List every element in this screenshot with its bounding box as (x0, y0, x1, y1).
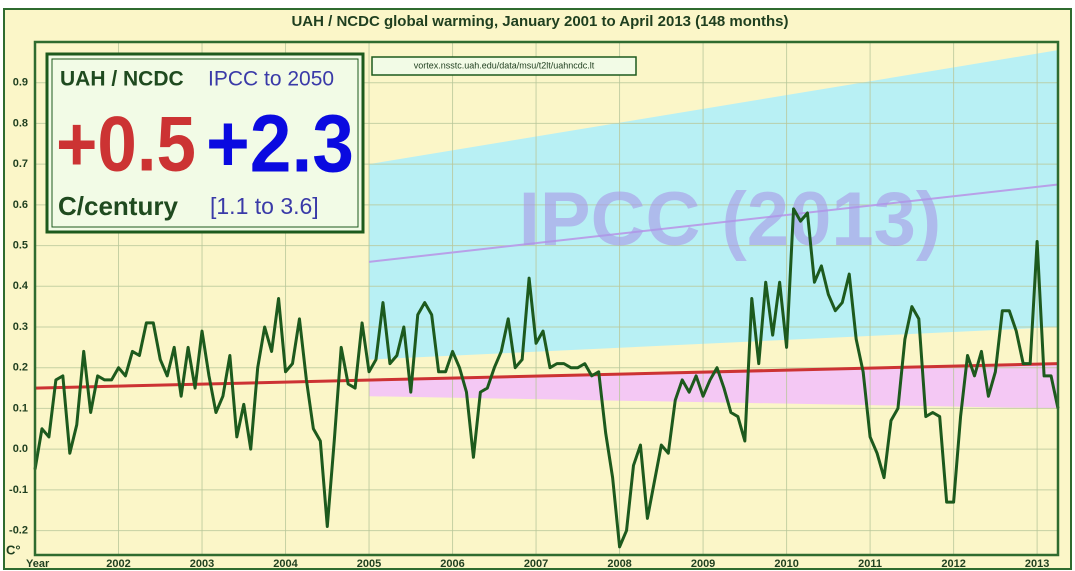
source-name: UAH / NCDC (60, 68, 184, 91)
source-rate: +0.5 (56, 100, 196, 188)
y-tick-label: 0.2 (13, 362, 28, 374)
ipcc-range: [1.1 to 3.6] (210, 193, 319, 219)
x-tick-label: 2002 (106, 558, 130, 570)
trend-line (34, 362, 1059, 390)
y-tick-label: 0.4 (13, 280, 29, 292)
y-tick-label: 0.5 (13, 239, 28, 251)
x-tick-label: 2013 (1025, 558, 1049, 570)
plot-border (33, 40, 1060, 557)
y-tick-label: 0.0 (13, 443, 28, 455)
x-tick-label: 2007 (524, 558, 548, 570)
x-tick-label: 2009 (691, 558, 715, 570)
x-tick-label: 2010 (774, 558, 798, 570)
y-tick-label: -0.1 (9, 484, 28, 496)
box-inner (51, 58, 359, 228)
data-line (33, 207, 1060, 549)
y-tick-label: 0.1 (13, 402, 28, 414)
low-band (369, 363, 1059, 409)
x-tick-label: 2012 (941, 558, 965, 570)
plot-area: IPCC (2013) (33, 42, 1060, 555)
watermark: IPCC (2013) (519, 177, 941, 262)
box (45, 52, 365, 234)
y-tick-label: 0.3 (13, 321, 28, 333)
y-tick-label: 0.6 (13, 199, 28, 211)
y-tick-label: 0.8 (13, 117, 28, 129)
x-tick-label: 2011 (858, 558, 882, 570)
y-tick-label: 0.7 (13, 158, 28, 170)
chart-title: UAH / NCDC global warming, January 2001 … (291, 13, 788, 30)
y-axis-label: C° (6, 542, 21, 557)
x-tick-label: 2006 (440, 558, 464, 570)
ipcc-rate: +2.3 (206, 99, 354, 190)
ipcc-name: IPCC to 2050 (208, 68, 334, 91)
url-box (371, 56, 637, 76)
x-axis-label: Year (26, 558, 50, 570)
x-tick-label: 2003 (190, 558, 214, 570)
y-tick-label: 0.9 (13, 77, 28, 89)
annotation-box: UAH / NCDC IPCC to 2050 +0.5 +2.3 C/cent… (45, 52, 365, 234)
ipcc-center (368, 183, 1059, 263)
unit: C/century (58, 191, 178, 221)
url: vortex.nsstc.uah.edu/data/msu/t2lt/uahnc… (414, 60, 595, 70)
x-tick-label: 2005 (357, 558, 381, 570)
y-tick-label: -0.2 (9, 524, 28, 536)
x-tick-label: 2008 (607, 558, 631, 570)
x-tick-label: 2004 (273, 558, 298, 570)
